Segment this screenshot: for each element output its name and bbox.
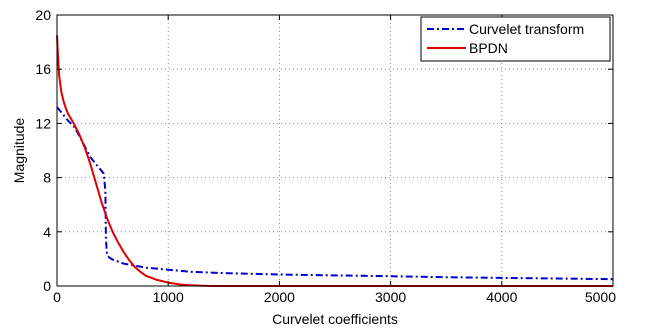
grid (57, 15, 613, 286)
y-tick-label: 4 (43, 224, 51, 240)
y-tick-label: 8 (43, 170, 51, 186)
legend-label-bpdn: BPDN (469, 40, 508, 56)
y-tick-label: 16 (35, 61, 51, 77)
x-axis-label: Curvelet coefficients (272, 311, 398, 327)
legend-box (420, 16, 611, 62)
ticks (56, 14, 614, 287)
tick-labels: 0 1000 2000 3000 4000 5000 0 4 8 12 16 20 (35, 7, 616, 305)
x-tick-label: 0 (53, 289, 61, 305)
y-tick-label: 20 (35, 7, 51, 23)
x-tick-label: 1000 (153, 289, 184, 305)
x-tick-label: 2000 (264, 289, 295, 305)
y-axis-label: Magnitude (11, 118, 27, 184)
legend-label-curvelet: Curvelet transform (469, 21, 584, 37)
y-tick-label: 12 (35, 115, 51, 131)
y-tick-label: 0 (43, 278, 51, 294)
legend: Curvelet transform BPDN (420, 16, 611, 62)
x-tick-label: 4000 (486, 289, 517, 305)
x-tick-label: 5000 (585, 289, 616, 305)
plot-frame (56, 14, 614, 287)
x-tick-label: 3000 (375, 289, 406, 305)
